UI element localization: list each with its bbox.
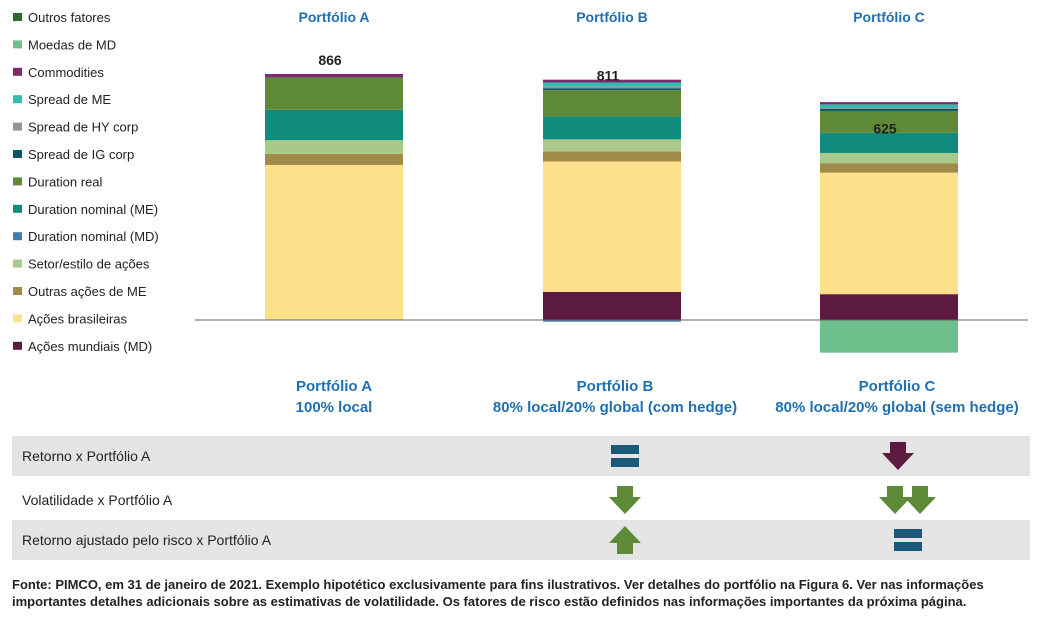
bar-segment — [543, 90, 681, 117]
sub-header-b-title: Portfólio B — [576, 378, 654, 395]
risk-adjusted-c-equal-icon — [848, 520, 968, 560]
legend-label: Outras ações de ME — [28, 284, 147, 299]
bar-segment — [543, 79, 681, 83]
source-footnote: Fonte: PIMCO, em 31 de janeiro de 2021. … — [12, 577, 984, 609]
bar-segment — [820, 163, 958, 173]
legend-swatch — [13, 67, 22, 76]
return-b-equal-icon — [565, 436, 685, 476]
bar-segment — [820, 104, 958, 108]
bar-total-label: 811 — [597, 68, 620, 84]
bar-segment — [543, 161, 681, 292]
legend-label: Moedas de MD — [28, 37, 116, 52]
bar-segment — [820, 294, 958, 320]
bar-segment — [265, 109, 403, 141]
sub-header-c: Portfólio C 80% local/20% global (sem he… — [757, 376, 1037, 418]
volatility-c-double-down-arrow-icon — [848, 480, 968, 520]
comparison-row-risk-adjusted: Retorno ajustado pelo risco x Portfólio … — [12, 520, 1030, 560]
legend-label: Spread de HY corp — [28, 120, 138, 135]
bar-segment — [820, 172, 958, 295]
bar-segment — [543, 82, 681, 87]
legend-swatch — [13, 259, 22, 268]
bar-segment — [543, 320, 681, 322]
return-c-down-arrow-icon — [838, 436, 958, 476]
legend-swatch — [13, 95, 22, 104]
bar-segment — [265, 153, 403, 165]
comparison-label-return: Retorno x Portfólio A — [22, 448, 151, 464]
legend-swatch — [13, 341, 22, 350]
sub-header-a-title: Portfólio A — [295, 378, 373, 395]
legend-swatch — [13, 40, 22, 49]
legend-swatch — [13, 287, 22, 295]
legend-label: Duration nominal (ME) — [28, 202, 158, 217]
bar-segment — [265, 164, 403, 320]
comparison-row-return: Retorno x Portfólio A — [12, 436, 1030, 476]
legend-label: Ações mundiais (MD) — [28, 339, 152, 354]
bar-segment — [543, 151, 681, 162]
legend-label: Spread de IG corp — [28, 147, 134, 162]
legend-label: Commodities — [28, 65, 104, 80]
bar-segment — [543, 116, 681, 140]
sub-header-c-title: Portfólio C — [858, 378, 936, 395]
comparison-label-risk-adjusted: Retorno ajustado pelo risco x Portfólio … — [22, 532, 272, 548]
legend-label: Setor/estilo de ações — [28, 257, 150, 272]
bars: 866 811 625 — [265, 52, 958, 353]
sub-header-b: Portfólio B 80% local/20% global (com he… — [475, 376, 755, 418]
legend-swatch — [13, 177, 22, 186]
comparison-row-volatility: Volatilidade x Portfólio A — [12, 480, 1030, 520]
bar-segment — [820, 320, 958, 353]
legend-swatch — [13, 13, 22, 21]
volatility-b-down-arrow-icon — [565, 480, 685, 520]
risk-adjusted-b-up-arrow-icon — [565, 520, 685, 560]
sub-header-a-subtitle: 100% local — [295, 399, 373, 416]
bar-segment — [543, 88, 681, 91]
sub-header-a: Portfólio A 100% local — [194, 376, 474, 418]
bar-segment — [820, 102, 958, 105]
bar-segment — [820, 132, 958, 153]
bar-segment — [820, 107, 958, 109]
legend-swatch — [13, 204, 22, 213]
sub-header-b-subtitle: 80% local/20% global (com hedge) — [492, 399, 738, 416]
legend-label: Spread de ME — [28, 92, 111, 107]
chart-legend: Outros fatores Moedas de MD Commodities Spr… — [13, 10, 159, 354]
column-header: Portfólio A — [298, 9, 369, 25]
stacked-bar-chart: Outros fatores Moedas de MD Commodities Spr… — [13, 9, 1028, 354]
bar-segment — [265, 77, 403, 110]
column-headers: Portfólio A Portfólio B Portfólio C — [298, 9, 924, 25]
bar-segment — [543, 291, 681, 320]
bar-segment — [543, 86, 681, 89]
column-header: Portfólio B — [576, 9, 648, 25]
legend-swatch — [13, 232, 22, 241]
bar-segment — [820, 152, 958, 164]
bar-segment — [820, 110, 958, 133]
legend-label: Duration nominal (MD) — [28, 229, 159, 244]
sub-header-c-subtitle: 80% local/20% global (sem hedge) — [775, 399, 1019, 416]
column-header: Portfólio C — [853, 9, 925, 25]
bar-segment — [543, 139, 681, 152]
bar-total-label: 866 — [318, 52, 342, 68]
legend-swatch — [13, 314, 22, 323]
bar-segment — [265, 74, 403, 78]
comparison-label-volatility: Volatilidade x Portfólio A — [22, 492, 173, 508]
legend-swatch — [13, 122, 22, 131]
legend-label: Ações brasileiras — [28, 311, 127, 326]
bar-total-label: 625 — [873, 120, 897, 136]
legend-swatch — [13, 150, 22, 158]
bar-segment — [265, 140, 403, 154]
legend-label: Duration real — [28, 174, 103, 189]
legend-label: Outros fatores — [28, 10, 111, 25]
bar-segment — [820, 108, 958, 111]
